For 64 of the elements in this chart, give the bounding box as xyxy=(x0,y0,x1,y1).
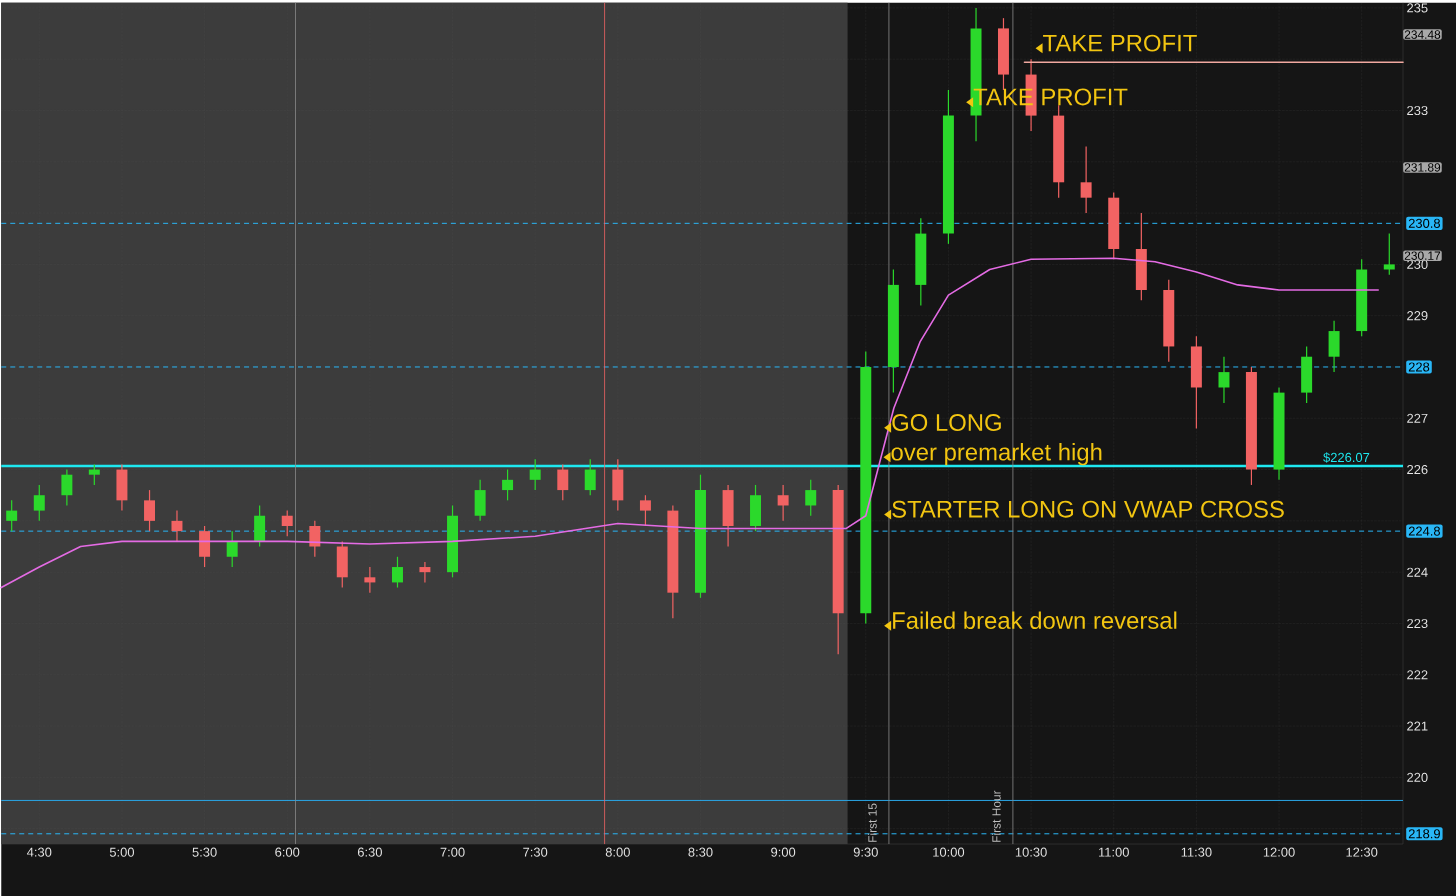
candlestick xyxy=(805,479,817,517)
candlestick xyxy=(1383,233,1395,276)
annotation: TAKE PROFIT xyxy=(1043,34,1197,52)
x-tick-label: 6:30 xyxy=(357,847,382,857)
y-tick-label: 221 xyxy=(1407,721,1428,731)
candlestick xyxy=(391,556,403,589)
y-tick-label: 233 xyxy=(1407,105,1428,116)
annotation: STARTER LONG ON VWAP CROSS xyxy=(892,500,1284,518)
annotation: Failed break down reversal xyxy=(893,611,1177,629)
candlestick xyxy=(88,463,100,486)
candlestick xyxy=(364,566,376,594)
x-tick-label: 9:00 xyxy=(771,847,796,857)
x-tick-label: 7:30 xyxy=(523,847,548,857)
x-tick-label: 11:00 xyxy=(1099,847,1129,857)
y-tick-label: 235 xyxy=(1407,3,1428,13)
x-tick-label: 7:00 xyxy=(440,847,465,857)
annotation: GO LONG xyxy=(892,414,1001,431)
x-tick-label: 12:00 xyxy=(1263,847,1295,857)
ref-line-label: 224.8 xyxy=(1408,526,1441,536)
x-tick-label: 5:00 xyxy=(109,847,135,857)
y2-tick-label: 231.89 xyxy=(1404,163,1441,172)
ref-line-label: First 15 xyxy=(867,803,877,842)
candlestick xyxy=(281,510,293,537)
annotation: over premarket high xyxy=(891,443,1102,466)
ref-line-label: 230.8 xyxy=(1408,218,1441,228)
candlestick xyxy=(502,468,514,501)
y-tick-label: 229 xyxy=(1407,311,1428,321)
y-tick-label: 227 xyxy=(1407,413,1428,423)
x-tick-label: 4:30 xyxy=(26,847,52,857)
candlestick xyxy=(1080,145,1092,214)
x-tick-label: 12:30 xyxy=(1346,847,1378,857)
ref-line-label: 228 xyxy=(1408,362,1430,372)
candlestick xyxy=(171,510,183,542)
x-tick-label: 6:00 xyxy=(275,847,300,857)
candlestick xyxy=(144,489,156,532)
candlestick xyxy=(777,484,789,522)
x-tick-label: 8:30 xyxy=(688,847,713,857)
y2-tick-label: 230.17 xyxy=(1404,251,1441,260)
ref-line-label: First Hour xyxy=(991,790,1001,842)
x-tick-label: 8:00 xyxy=(605,847,630,857)
candlestick xyxy=(33,484,45,522)
ref-line-label: 218.9 xyxy=(1408,829,1440,839)
x-tick-label: 10:00 xyxy=(933,847,965,857)
y-tick-label: 224 xyxy=(1407,567,1428,577)
candlestick xyxy=(557,463,569,501)
x-tick-label: 9:30 xyxy=(853,847,878,857)
y-tick-label: 223 xyxy=(1407,618,1428,629)
candlestick xyxy=(639,494,651,527)
candlestick xyxy=(6,499,18,532)
y-tick-label: 226 xyxy=(1407,464,1428,475)
candlestick xyxy=(309,520,321,558)
candlestick xyxy=(61,468,73,507)
ref-line-label: $226.07 xyxy=(1323,452,1370,463)
y-tick-label: 222 xyxy=(1407,670,1428,680)
y2-tick-label: 234.48 xyxy=(1404,30,1441,39)
x-tick-label: 10:30 xyxy=(1015,847,1047,857)
y-tick-label: 220 xyxy=(1407,772,1428,782)
candlestick xyxy=(419,561,431,584)
candlestick xyxy=(226,530,238,568)
x-tick-label: 5:30 xyxy=(192,847,217,857)
x-tick-label: 11:30 xyxy=(1181,847,1212,857)
candlestick xyxy=(1218,356,1230,404)
candlestick xyxy=(529,458,541,491)
candlestick xyxy=(584,458,596,496)
